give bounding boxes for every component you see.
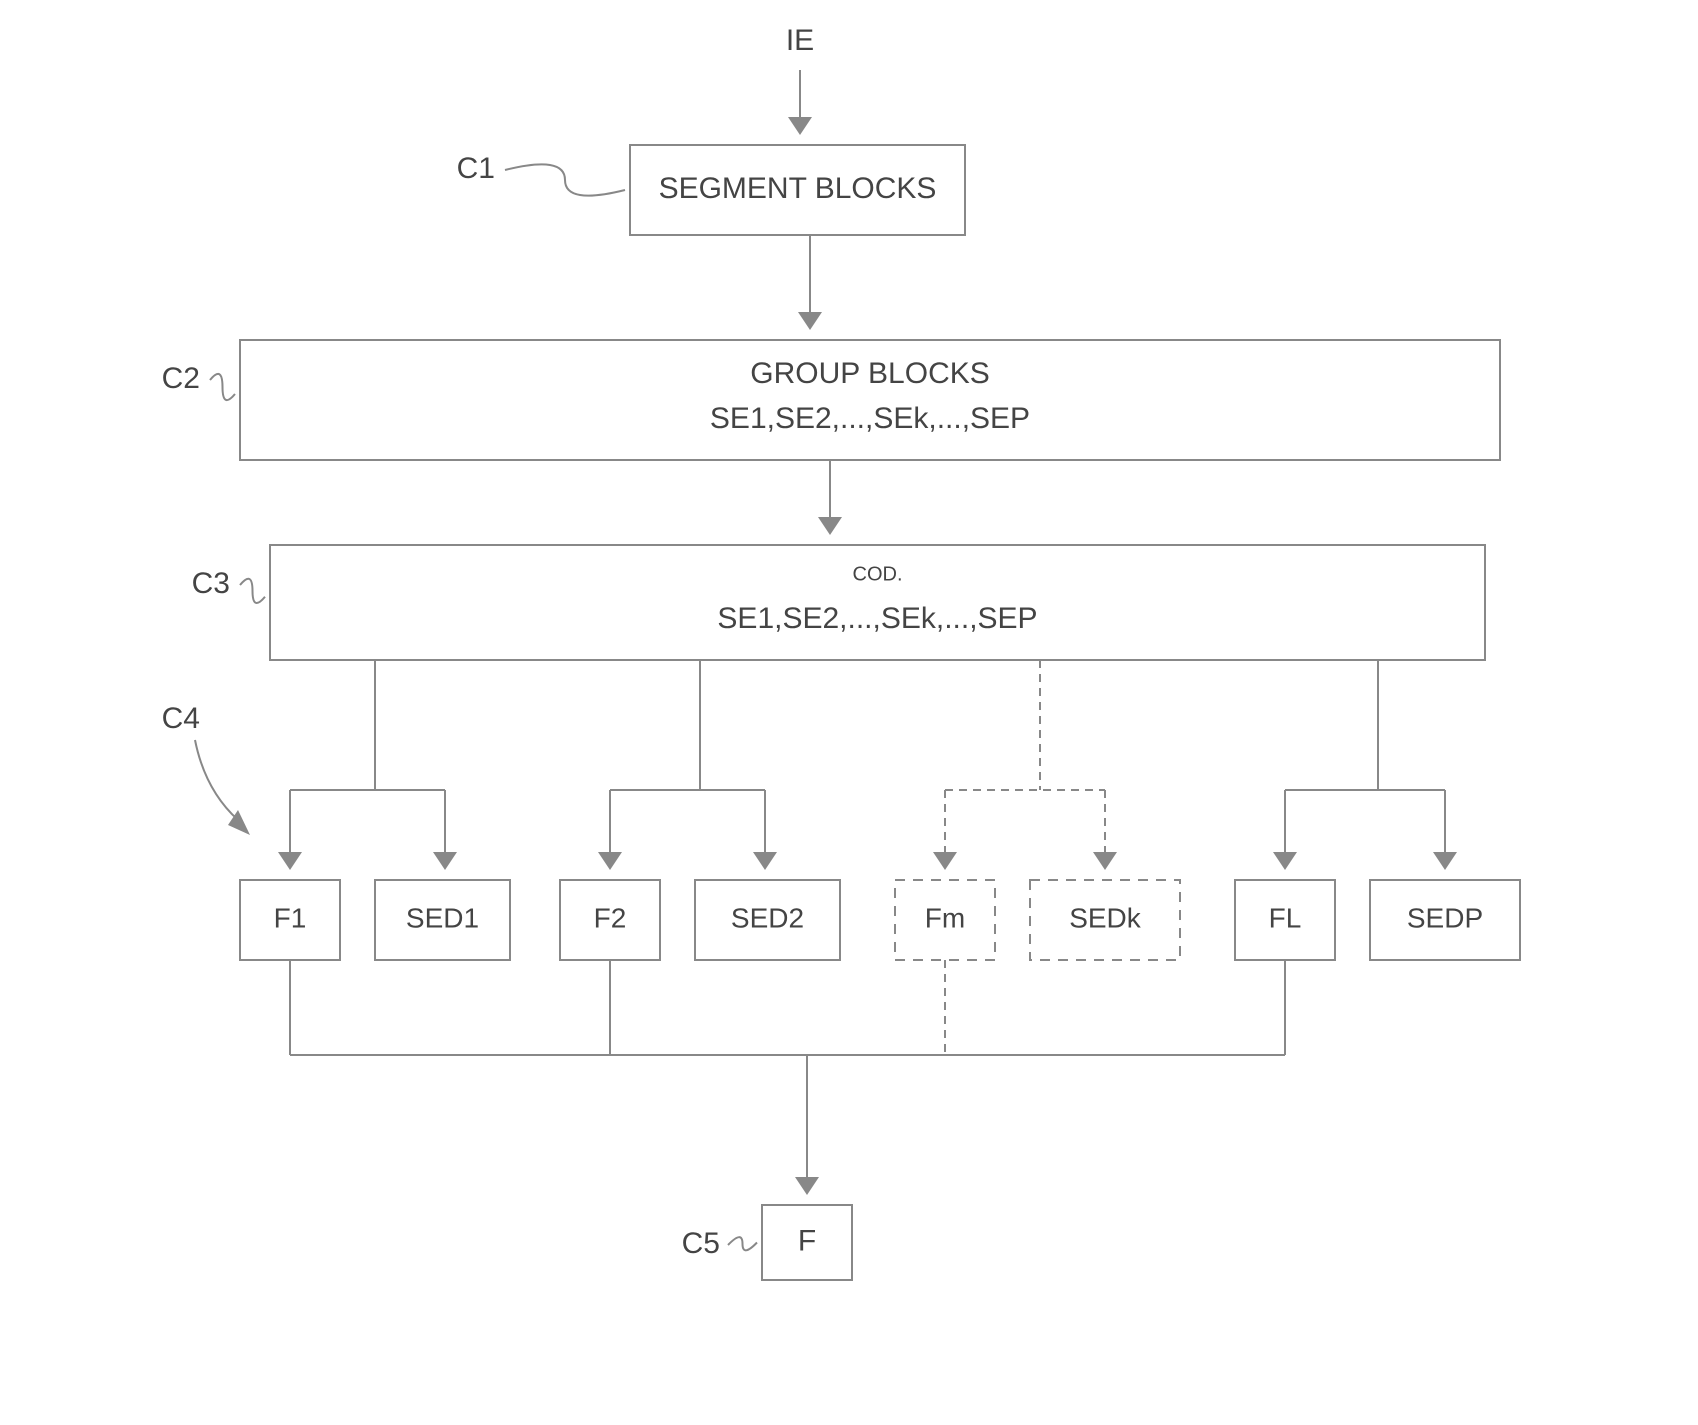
- input-label: IE: [786, 24, 814, 57]
- segment-blocks-label: SEGMENT BLOCKS: [659, 172, 937, 205]
- leaf-label-sed2: SED2: [731, 902, 804, 933]
- leaf-label-sed1: SED1: [406, 902, 479, 933]
- cod-title: COD.: [853, 563, 903, 585]
- flowchart-diagram: IE SEGMENT BLOCKS C1 GROUP BLOCKS SE1,SE2,..…: [0, 0, 1698, 1425]
- c5-label: C5: [682, 1227, 720, 1260]
- leaf-label-fl: FL: [1269, 902, 1302, 933]
- leaf-label-sedk: SEDk: [1069, 902, 1142, 933]
- leaf-label-sedp: SEDP: [1407, 902, 1483, 933]
- group-blocks-title: GROUP BLOCKS: [750, 357, 990, 390]
- c4-label: C4: [162, 702, 200, 735]
- c2-label: C2: [162, 362, 200, 395]
- c3-label: C3: [192, 567, 230, 600]
- leaf-label-fm: Fm: [925, 902, 965, 933]
- leaf-label-f2: F2: [594, 902, 627, 933]
- group-blocks-subtitle: SE1,SE2,...,SEk,...,SEP: [710, 402, 1030, 435]
- leaf-label-f1: F1: [274, 902, 307, 933]
- c1-label: C1: [457, 152, 495, 185]
- cod-subtitle: SE1,SE2,...,SEk,...,SEP: [717, 602, 1037, 635]
- final-label: F: [798, 1224, 816, 1257]
